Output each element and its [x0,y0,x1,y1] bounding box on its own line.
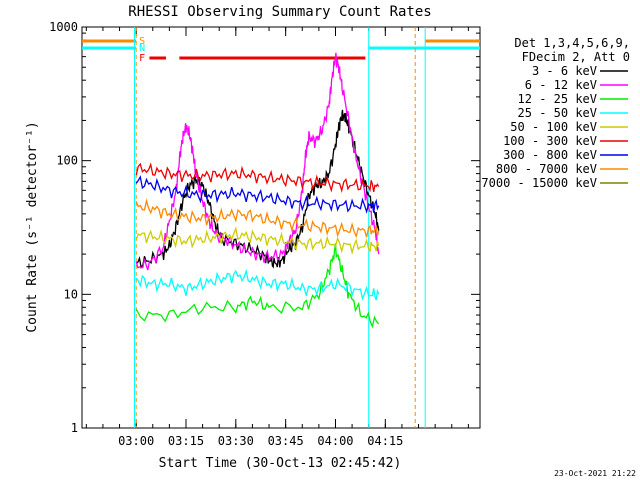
legend-label: 25 - 50 keV [518,106,597,120]
legend-label: 100 - 300 keV [503,134,597,148]
x-tick-label: 03:00 [118,434,154,448]
legend-label: 7000 - 15000 keV [481,176,597,190]
y-tick-label: 100 [56,154,78,168]
flag-label: N [139,43,145,54]
legend-label: 12 - 25 keV [518,92,597,106]
flag-label: S [139,36,145,47]
legend-header-1: Det 1,3,4,5,6,9, [514,36,630,50]
y-tick-label: 10 [64,287,78,301]
x-axis-label: Start Time (30-Oct-13 02:45:42) [159,456,402,471]
x-tick-label: 03:30 [218,434,254,448]
legend-label: 3 - 6 keV [532,64,597,78]
x-tick-label: 03:45 [268,434,304,448]
series-line [135,243,380,329]
legend-label: 300 - 800 keV [503,148,597,162]
legend-label: 6 - 12 keV [525,78,597,92]
series-line [135,226,380,256]
series-line [135,198,380,239]
legend-label: 50 - 100 keV [510,120,597,134]
chart-title: RHESSI Observing Summary Count Rates [128,4,431,20]
flag-label: F [139,53,145,64]
series-line [135,175,380,214]
series-line [135,268,380,301]
x-tick-label: 04:15 [367,434,403,448]
series-line [135,52,380,271]
legend-header-2: FDecim 2, Att 0 [522,50,630,64]
x-tick-label: 04:00 [317,434,353,448]
x-tick-label: 03:15 [168,434,204,448]
y-axis-label: Count Rate (s⁻¹ detector⁻¹) [25,121,40,332]
y-tick-label: 1000 [49,20,78,34]
timestamp: 23-Oct-2021 21:22 [554,469,636,478]
series-line [135,162,380,193]
legend-label: 800 - 7000 keV [496,162,597,176]
plot-frame [81,26,481,429]
y-tick-label: 1 [71,421,78,435]
